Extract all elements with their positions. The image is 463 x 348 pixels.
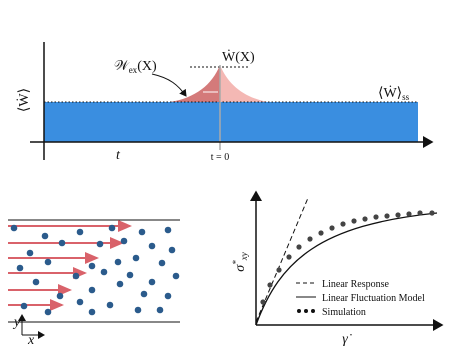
particle xyxy=(126,271,134,279)
particle xyxy=(10,224,18,232)
y-label: σ*xy xyxy=(231,252,249,271)
superscript: * xyxy=(231,260,241,265)
particle xyxy=(120,237,128,245)
legend-entry: Linear Fluctuation Model xyxy=(322,293,425,304)
simulation-point xyxy=(318,230,324,236)
particle xyxy=(138,228,146,236)
steady-label: ⟨Ẇ⟩ss xyxy=(378,84,410,102)
particle xyxy=(140,290,148,298)
particle xyxy=(168,246,176,254)
particle xyxy=(56,292,64,300)
simulation-point xyxy=(406,211,412,217)
legend-dots xyxy=(297,309,315,313)
particle xyxy=(164,292,172,300)
particle xyxy=(132,254,140,262)
particle xyxy=(106,301,114,309)
simulation-point xyxy=(340,221,346,227)
particle xyxy=(148,242,156,250)
excess-label: 𝒲ex(X) xyxy=(114,59,157,75)
particle xyxy=(44,308,52,316)
particle xyxy=(72,272,80,280)
particle xyxy=(172,272,180,280)
simulation-point xyxy=(351,218,357,224)
particle xyxy=(116,280,124,288)
particle xyxy=(134,306,142,314)
symbol: ⟨Ẇ⟩ xyxy=(378,84,402,101)
response-panel: Linear Response Linear Fluctuation Model… xyxy=(231,190,444,347)
simulation-point xyxy=(260,299,266,305)
excess-right xyxy=(220,65,268,102)
particle xyxy=(76,298,84,306)
y-label: ⟨Ẇ⟩ xyxy=(15,88,32,112)
particle xyxy=(76,228,84,236)
particle xyxy=(148,278,156,286)
legend-entry: Linear Response xyxy=(322,279,389,290)
argument: (X) xyxy=(137,59,157,74)
particle xyxy=(88,262,96,270)
simulation-point xyxy=(384,213,390,219)
simulation-point xyxy=(307,236,313,242)
particle xyxy=(96,240,104,248)
particle xyxy=(58,239,66,247)
peak-label: Ẇ(X) xyxy=(222,48,255,65)
symbol: σ xyxy=(233,264,248,272)
particle xyxy=(156,306,164,314)
simulation-point xyxy=(395,212,401,218)
pointer-arrow xyxy=(151,73,187,97)
particle xyxy=(32,278,40,286)
subscript: ss xyxy=(402,92,410,102)
simulation-point xyxy=(373,214,379,220)
excess-left xyxy=(170,65,220,102)
subscript: ex xyxy=(129,65,138,75)
model-curve xyxy=(255,212,438,326)
particle xyxy=(88,308,96,316)
simulation-point xyxy=(286,254,292,260)
particle xyxy=(88,286,96,294)
simulation-point xyxy=(329,225,335,231)
particle xyxy=(100,268,108,276)
particle xyxy=(114,258,122,266)
x-label: t xyxy=(116,148,121,163)
particle xyxy=(16,264,24,272)
simulation-point xyxy=(417,210,423,216)
y-icon-label: y xyxy=(12,315,21,330)
particle xyxy=(41,232,49,240)
simulation-point xyxy=(429,210,435,216)
top-panel: ⟨Ẇ⟩ t t = 0 𝒲ex(X) Ẇ(X) ⟨Ẇ⟩ss xyxy=(15,42,434,163)
simulation-point xyxy=(296,244,302,250)
particle xyxy=(44,258,52,266)
x-label: γ̇ xyxy=(342,332,352,347)
flow-panel: y x xyxy=(8,219,180,348)
symbol: 𝒲 xyxy=(114,59,130,74)
linear-response xyxy=(255,197,309,323)
particle xyxy=(20,302,28,310)
particle xyxy=(158,259,166,267)
legend-entry: Simulation xyxy=(322,307,366,318)
simulation-point xyxy=(276,267,282,273)
particle xyxy=(164,226,172,234)
particle xyxy=(26,249,34,257)
simulation-point xyxy=(362,216,368,222)
legend-box xyxy=(286,272,290,276)
particle xyxy=(108,224,116,232)
subscript: xy xyxy=(239,252,249,261)
t0-label: t = 0 xyxy=(211,152,229,163)
steady-band xyxy=(44,102,418,142)
x-icon-label: x xyxy=(27,333,35,348)
simulation-point xyxy=(267,282,273,288)
